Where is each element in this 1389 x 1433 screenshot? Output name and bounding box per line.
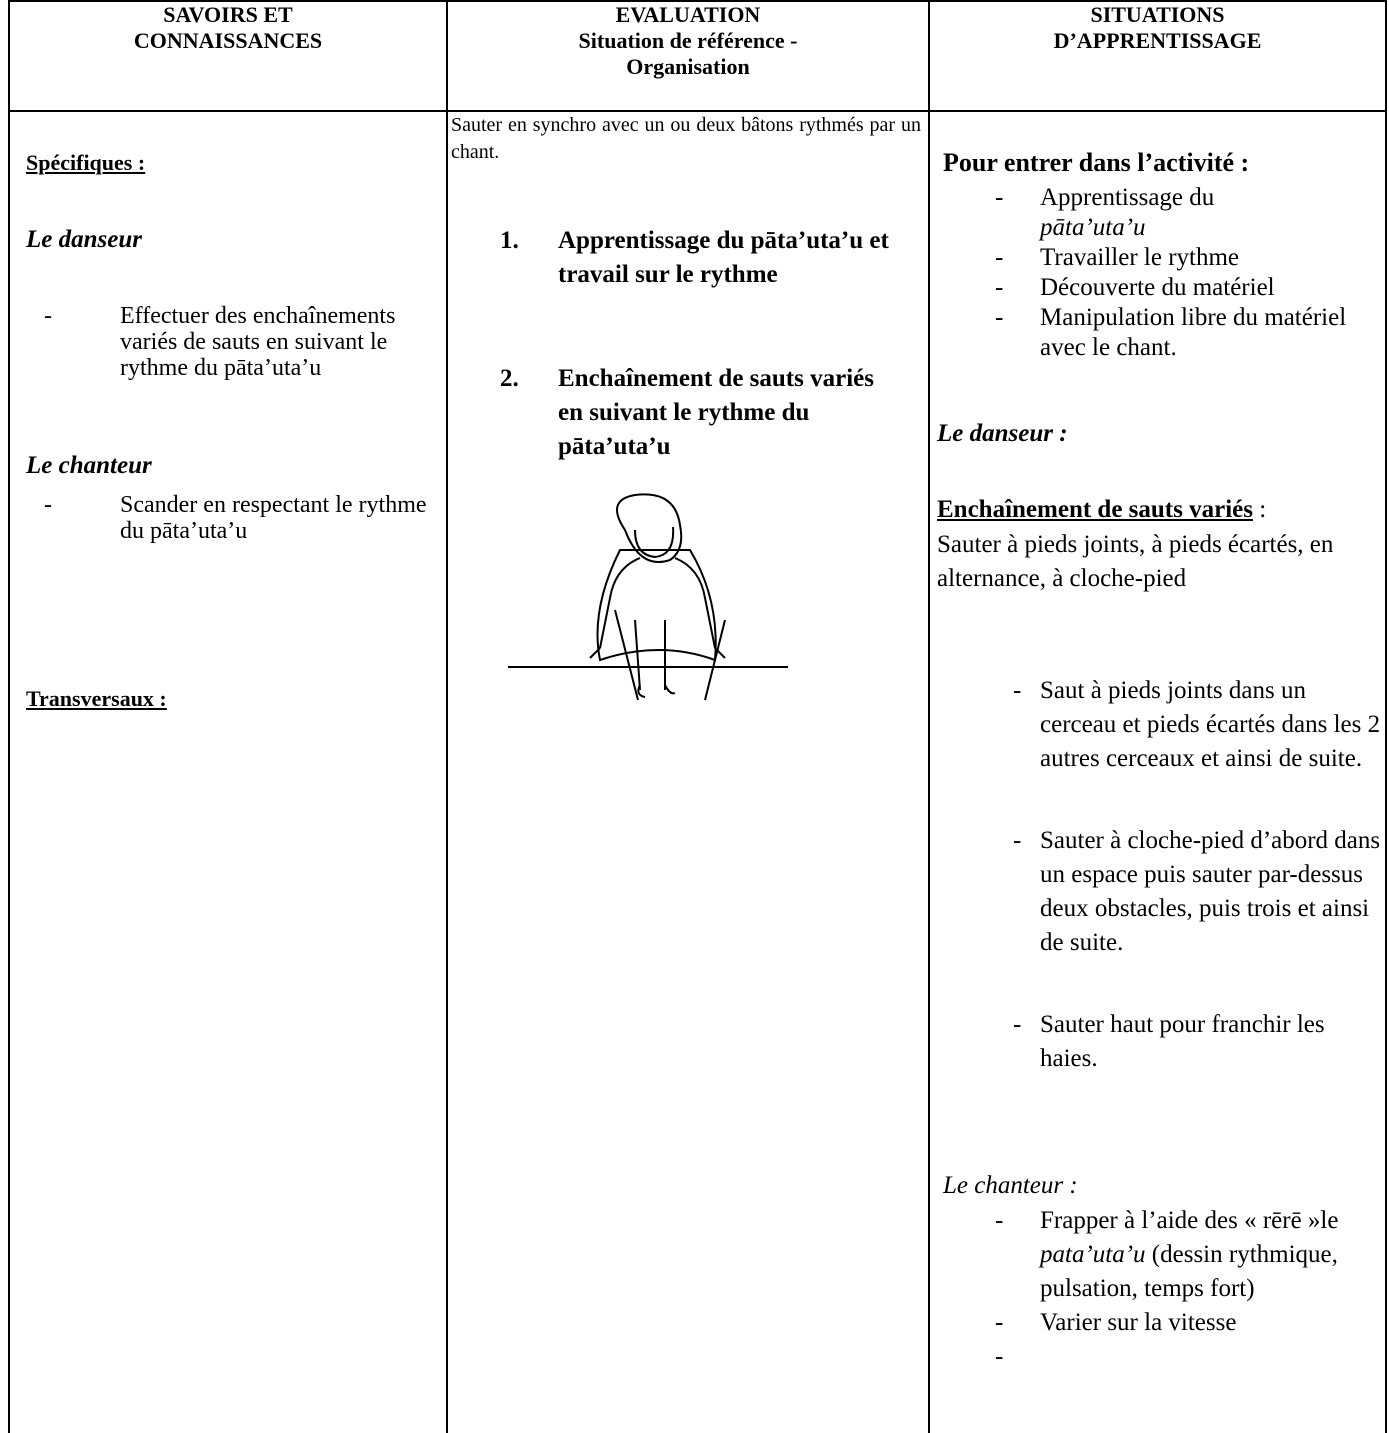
item-text: Manipulation libre du matériel avec le c… [1040, 304, 1347, 361]
list: - Saut à pieds joints dans un cerceau et … [1013, 674, 1383, 1124]
dash: - [44, 303, 52, 329]
border [1385, 0, 1387, 1433]
list-item: - Travailler le rythme [995, 243, 1375, 273]
header-cell: SITUATIONS D’APPRENTISSAGE [930, 2, 1385, 54]
dash: - [995, 274, 1004, 301]
heading: Pour entrer dans l’activité : [943, 148, 1250, 177]
item-text: pāta’uta’u [1040, 214, 1146, 241]
header-text: Situation de référence - [578, 28, 798, 53]
heading: Le chanteur [26, 452, 152, 479]
paragraph: Sauter en synchro avec un ou deux bâtons… [451, 114, 921, 163]
dash: - [1013, 827, 1022, 854]
list-item: - Frapper à l’aide des « rērē »le pata’ut… [995, 1204, 1375, 1306]
item-text: Varier sur la vitesse [1040, 1309, 1237, 1336]
list-item: Effectuer des enchaînements variés de sa… [120, 303, 396, 381]
heading: Transversaux : [26, 686, 167, 711]
item-text: Sauter haut pour franchir les haies. [1040, 1011, 1325, 1072]
item-text: Saut à pieds joints dans un cerceau et p… [1040, 677, 1381, 772]
dash: - [995, 1343, 1004, 1370]
border [928, 0, 930, 1433]
dash: - [1013, 677, 1022, 704]
border [9, 0, 1387, 2]
border [446, 0, 448, 1433]
list: - Apprentissage du pāta’uta’u - Travailler l… [995, 183, 1375, 363]
item-text: Apprentissage du [1040, 184, 1215, 211]
dash: - [995, 184, 1004, 211]
dash: - [44, 492, 52, 518]
list-number: 1. [500, 227, 519, 254]
illustration [508, 493, 788, 701]
item-text: pata’uta’u [1040, 1241, 1146, 1268]
item-text: Sauter à cloche-pied d’abord dans un esp… [1040, 827, 1381, 956]
item-text: Frapper à l’aide des « rērē »le [1040, 1207, 1339, 1234]
list-item: Enchaînement de sauts variés en suivant … [558, 365, 874, 460]
dash: - [995, 304, 1004, 331]
item-text: (dessin rythmique, pulsation, temps fort… [1040, 1241, 1338, 1302]
border [9, 110, 1387, 112]
header-text: Organisation [626, 54, 750, 79]
header-text: CONNAISSANCES [133, 28, 323, 53]
list-item: Scander en respectant le rythme du pāta’… [120, 492, 427, 544]
border [8, 0, 10, 1433]
header-cell: SAVOIRS ET CONNAISSANCES [10, 2, 446, 54]
list-item: - Découverte du matériel [995, 273, 1375, 303]
list-item: Apprentissage du pāta’uta’u et travail s… [558, 227, 889, 288]
heading: Le danseur [26, 226, 142, 253]
heading-text: : [1252, 496, 1267, 523]
item-text: Travailler le rythme [1040, 244, 1240, 271]
heading: Le danseur : [937, 420, 1068, 447]
header-text: SITUATIONS [1090, 2, 1225, 27]
heading: Spécifiques : [26, 150, 146, 175]
header-cell: EVALUATION Situation de référence - Orga… [448, 2, 928, 80]
list-item: - Sauter haut pour franchir les haies. [1013, 1008, 1383, 1076]
heading-text: Enchaînement de sauts variés [937, 496, 1253, 523]
header-text: EVALUATION [615, 2, 761, 27]
header-text: SAVOIRS ET [163, 2, 293, 27]
list-item: - Manipulation libre du matériel avec le … [995, 303, 1375, 363]
header-text: D’APPRENTISSAGE [1053, 28, 1262, 53]
item-text: Découverte du matériel [1040, 274, 1275, 301]
paragraph: Sauter à pieds joints, à pieds écartés, … [937, 531, 1334, 592]
list-number: 2. [500, 365, 519, 392]
dash: - [995, 1309, 1004, 1336]
list-item: - Sauter à cloche-pied d’abord dans un es… [1013, 824, 1383, 960]
heading: Le chanteur : [943, 1172, 1078, 1199]
list-item: - Varier sur la vitesse [995, 1306, 1375, 1340]
list-item: - Saut à pieds joints dans un cerceau et … [1013, 674, 1383, 776]
dash: - [1013, 1011, 1022, 1038]
list-item: - Apprentissage du pāta’uta’u [995, 183, 1375, 243]
dash: - [995, 244, 1004, 271]
heading: Enchaînement de sauts variés : [937, 496, 1266, 524]
list: - Frapper à l’aide des « rērē »le pata’ut… [995, 1204, 1375, 1374]
dash: - [995, 1207, 1004, 1234]
